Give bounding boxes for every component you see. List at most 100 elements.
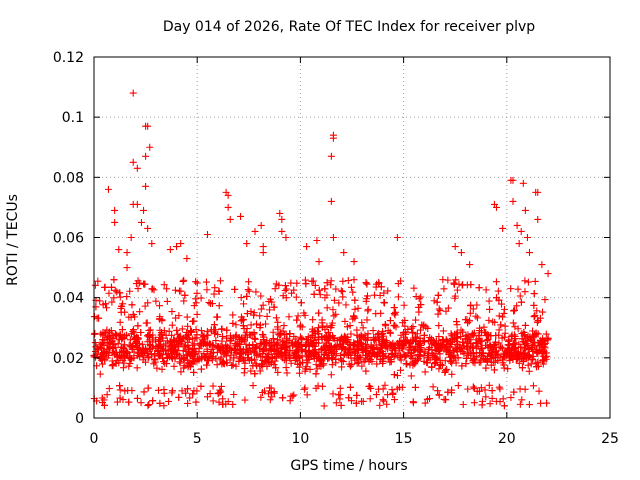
data-point bbox=[293, 279, 301, 287]
data-point bbox=[467, 350, 475, 358]
data-point bbox=[260, 336, 268, 344]
data-point bbox=[312, 361, 320, 369]
data-point bbox=[459, 328, 467, 336]
data-point bbox=[439, 276, 447, 284]
data-point bbox=[347, 330, 355, 338]
data-point bbox=[155, 333, 163, 341]
data-point bbox=[464, 319, 472, 327]
data-point bbox=[387, 358, 395, 366]
data-point bbox=[318, 357, 326, 365]
data-point bbox=[453, 333, 461, 341]
data-point bbox=[410, 284, 418, 292]
data-point bbox=[111, 286, 119, 294]
data-point bbox=[467, 340, 475, 348]
data-point bbox=[507, 346, 515, 354]
data-point bbox=[168, 387, 176, 395]
data-point bbox=[96, 297, 104, 305]
data-point bbox=[203, 286, 211, 294]
data-point bbox=[206, 340, 214, 348]
data-point bbox=[379, 357, 387, 365]
data-point bbox=[489, 318, 497, 326]
data-point bbox=[250, 311, 258, 319]
data-point bbox=[453, 348, 461, 356]
data-point bbox=[146, 344, 154, 352]
data-point bbox=[223, 359, 231, 367]
data-point bbox=[320, 402, 328, 410]
data-point bbox=[178, 387, 186, 395]
data-point bbox=[459, 338, 467, 346]
data-point bbox=[301, 311, 309, 319]
data-point bbox=[287, 392, 295, 400]
data-point bbox=[216, 277, 224, 285]
data-point bbox=[347, 283, 355, 291]
data-point bbox=[520, 338, 528, 346]
data-point bbox=[349, 342, 357, 350]
data-point bbox=[363, 316, 371, 324]
data-point bbox=[431, 360, 439, 368]
data-point bbox=[462, 354, 470, 362]
data-point bbox=[459, 281, 467, 289]
data-point bbox=[103, 304, 111, 312]
data-point bbox=[105, 385, 113, 393]
data-point bbox=[288, 289, 296, 297]
data-point bbox=[469, 383, 477, 391]
data-point bbox=[95, 314, 103, 322]
data-point bbox=[215, 287, 223, 295]
data-point bbox=[293, 354, 301, 362]
data-point bbox=[349, 288, 357, 296]
data-point bbox=[311, 281, 319, 289]
data-point bbox=[487, 343, 495, 351]
data-point bbox=[259, 249, 267, 257]
data-point bbox=[516, 400, 524, 408]
data-point bbox=[359, 324, 367, 332]
data-point bbox=[434, 291, 442, 299]
data-point bbox=[544, 270, 552, 278]
data-point bbox=[412, 293, 420, 301]
data-point bbox=[373, 360, 381, 368]
data-point bbox=[439, 327, 447, 335]
data-point bbox=[442, 396, 450, 404]
data-point bbox=[429, 383, 437, 391]
data-point bbox=[251, 356, 259, 364]
data-point bbox=[134, 349, 142, 357]
data-point bbox=[379, 396, 387, 404]
data-point bbox=[178, 336, 186, 344]
data-point bbox=[477, 358, 485, 366]
data-point bbox=[158, 365, 166, 373]
data-point bbox=[253, 342, 261, 350]
data-point bbox=[98, 360, 106, 368]
data-point bbox=[453, 340, 461, 348]
data-point bbox=[159, 334, 167, 342]
data-point bbox=[501, 322, 509, 330]
data-point bbox=[94, 277, 102, 285]
data-point bbox=[232, 342, 240, 350]
data-point bbox=[105, 289, 113, 297]
data-point bbox=[150, 360, 158, 368]
data-point bbox=[275, 281, 283, 289]
data-point bbox=[116, 332, 124, 340]
data-point bbox=[292, 348, 300, 356]
data-point bbox=[397, 366, 405, 374]
data-point bbox=[492, 331, 500, 339]
data-point bbox=[450, 280, 458, 288]
data-point bbox=[341, 317, 349, 325]
data-point bbox=[327, 371, 335, 379]
data-point bbox=[450, 354, 458, 362]
data-point bbox=[205, 299, 213, 307]
data-point bbox=[178, 325, 186, 333]
data-point bbox=[325, 349, 333, 357]
data-point bbox=[202, 278, 210, 286]
data-point bbox=[383, 400, 391, 408]
data-point bbox=[113, 398, 121, 406]
data-point bbox=[160, 281, 168, 289]
data-point bbox=[495, 312, 503, 320]
data-point bbox=[533, 318, 541, 326]
data-point bbox=[293, 316, 301, 324]
data-point bbox=[492, 203, 500, 211]
data-point bbox=[315, 309, 323, 317]
data-point bbox=[203, 347, 211, 355]
data-point bbox=[358, 345, 366, 353]
data-point bbox=[144, 402, 152, 410]
data-point bbox=[354, 304, 362, 312]
data-point bbox=[193, 279, 201, 287]
